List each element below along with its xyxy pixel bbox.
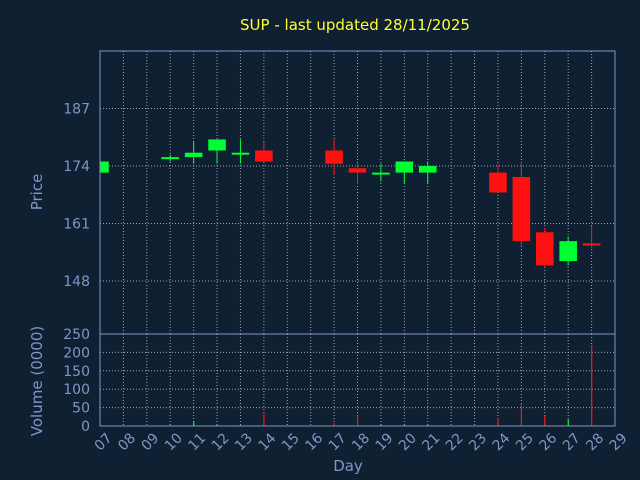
volume-bars bbox=[99, 345, 593, 426]
x-tick-label: 09 bbox=[139, 430, 163, 454]
volume-bar-20 bbox=[403, 424, 406, 426]
x-tick-label: 13 bbox=[232, 430, 256, 454]
candle-body bbox=[395, 161, 414, 173]
x-tick-label: 19 bbox=[373, 430, 397, 454]
x-tick-label: 28 bbox=[583, 430, 607, 454]
volume-bar-25 bbox=[520, 404, 523, 426]
volume-bar-12 bbox=[216, 424, 218, 426]
candle-body bbox=[512, 177, 531, 242]
candle-body bbox=[582, 243, 601, 246]
candle-body bbox=[255, 150, 273, 162]
x-tick-label: 12 bbox=[209, 430, 233, 454]
candle-20 bbox=[395, 161, 414, 184]
volume-bar-28 bbox=[591, 345, 593, 426]
volume-y-tick-labels: 250 200 150 100 50 0 bbox=[63, 327, 90, 435]
candle-body bbox=[100, 161, 109, 173]
price-grid bbox=[100, 51, 615, 334]
x-tick-label: 07 bbox=[92, 430, 116, 454]
candle-18 bbox=[348, 163, 367, 184]
x-axis-label: Day bbox=[333, 457, 363, 475]
volume-y-tick-label: 250 bbox=[63, 327, 90, 343]
candle-body bbox=[161, 157, 180, 160]
candle-body bbox=[231, 152, 250, 155]
candle-body bbox=[372, 172, 390, 175]
x-tick-label: 25 bbox=[513, 430, 537, 454]
candle-26 bbox=[535, 227, 554, 268]
volume-y-tick-label: 150 bbox=[63, 364, 90, 380]
price-y-tick-label: 174 bbox=[63, 159, 90, 175]
x-tick-label: 11 bbox=[185, 430, 209, 454]
volume-panel-frame bbox=[99, 333, 616, 427]
volume-bar-21 bbox=[427, 424, 429, 426]
candle-body bbox=[208, 139, 226, 151]
volume-bar-27 bbox=[567, 419, 569, 426]
volume-grid bbox=[100, 334, 615, 426]
volume-bar-26 bbox=[544, 415, 546, 426]
price-y-tick-label: 187 bbox=[63, 101, 90, 117]
volume-axis-label: Volume (0000) bbox=[28, 326, 46, 436]
candle-body bbox=[559, 241, 577, 262]
volume-bar-17 bbox=[333, 423, 335, 426]
volume-bar-19 bbox=[380, 424, 382, 426]
x-tick-label: 27 bbox=[560, 430, 584, 454]
candle-body bbox=[418, 165, 437, 173]
x-tick-label: 21 bbox=[419, 430, 443, 454]
volume-y-tick-label: 50 bbox=[72, 401, 90, 417]
volume-y-tick-label: 100 bbox=[63, 382, 90, 398]
price-y-tick-labels: 187 174 161 148 bbox=[63, 101, 90, 289]
x-tick-label: 20 bbox=[396, 430, 420, 454]
x-tick-label: 29 bbox=[607, 430, 631, 454]
candle-body bbox=[535, 232, 554, 266]
x-tick-label: 23 bbox=[466, 430, 490, 454]
x-tick-labels: 07 08 09 10 11 12 13 14 15 16 17 18 19 20 21 22 23 24 25 26… bbox=[92, 430, 631, 454]
x-tick-label: 15 bbox=[279, 430, 303, 454]
candle-body bbox=[325, 150, 343, 164]
volume-y-tick-label: 200 bbox=[63, 345, 90, 361]
x-tick-label: 24 bbox=[490, 430, 514, 454]
candle-25 bbox=[512, 161, 531, 246]
candle-12 bbox=[208, 139, 226, 164]
candle-07 bbox=[99, 161, 109, 173]
price-axis-label: Price bbox=[28, 174, 46, 211]
price-candles bbox=[99, 139, 601, 268]
volume-y-tick-label: 0 bbox=[81, 419, 90, 435]
volume-bar-14 bbox=[263, 413, 265, 426]
price-y-tick-label: 148 bbox=[63, 274, 90, 290]
x-tick-label: 18 bbox=[349, 430, 373, 454]
x-tick-label: 22 bbox=[443, 430, 467, 454]
x-tick-label: 26 bbox=[536, 430, 560, 454]
volume-bar-11 bbox=[193, 421, 195, 426]
candle-10 bbox=[161, 154, 180, 162]
volume-bar-18 bbox=[357, 415, 359, 426]
chart-title: SUP - last updated 28/11/2025 bbox=[240, 16, 470, 34]
candle-14 bbox=[255, 141, 273, 162]
candle-28 bbox=[582, 225, 601, 248]
candle-17 bbox=[325, 139, 343, 175]
x-tick-label: 08 bbox=[115, 430, 139, 454]
candle-13 bbox=[231, 139, 250, 164]
price-y-tick-label: 161 bbox=[63, 216, 90, 232]
x-tick-label: 10 bbox=[162, 430, 186, 454]
volume-bar-24 bbox=[497, 418, 499, 426]
candle-body bbox=[348, 168, 367, 173]
x-tick-label: 16 bbox=[302, 430, 326, 454]
candle-body bbox=[184, 152, 203, 158]
candle-21 bbox=[418, 161, 437, 184]
x-tick-label: 14 bbox=[256, 430, 280, 454]
candle-body bbox=[489, 172, 507, 193]
candle-27 bbox=[559, 236, 577, 266]
x-tick-label: 17 bbox=[326, 430, 350, 454]
candle-24 bbox=[489, 163, 507, 193]
candle-11 bbox=[184, 141, 203, 164]
candle-19 bbox=[372, 163, 390, 182]
